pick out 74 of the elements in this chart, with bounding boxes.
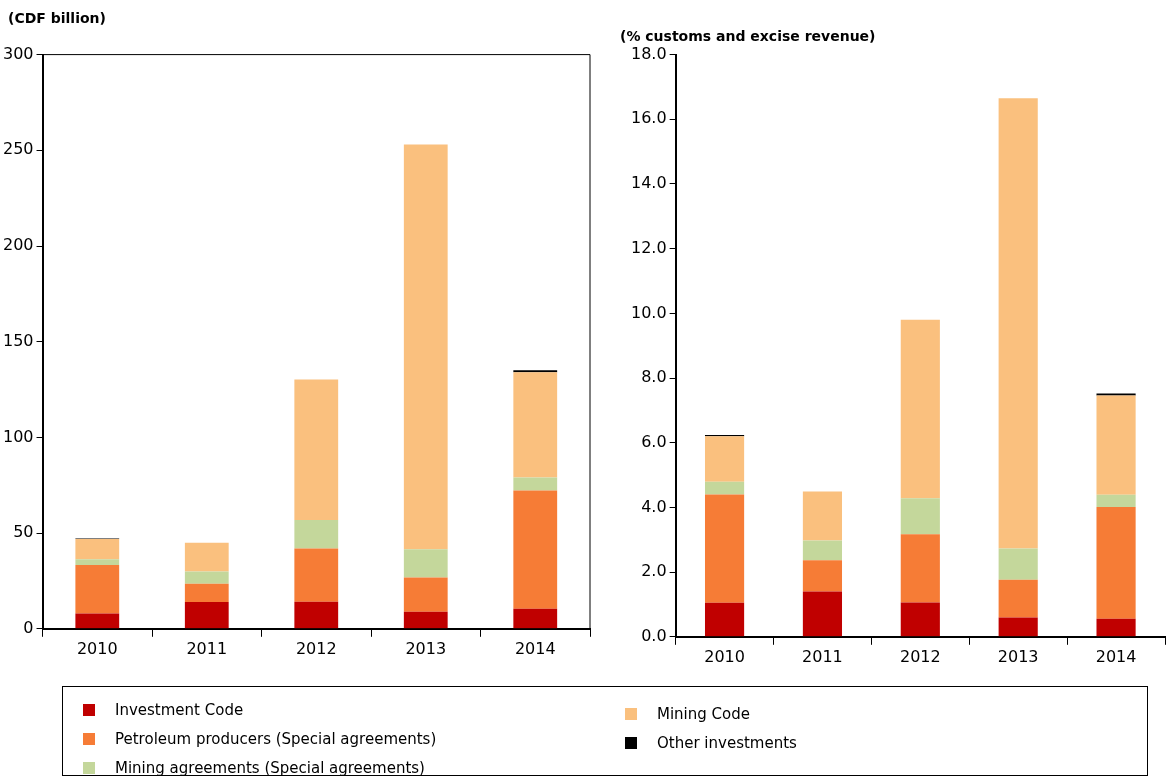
x-tick-label: 2014: [514, 638, 556, 658]
bar: [900, 602, 940, 637]
bar: [802, 560, 843, 592]
legend-label: Mining agreements (Special agreements): [115, 758, 425, 777]
y-tick-label: 200: [2, 235, 34, 255]
x-tick-label: 2011: [802, 646, 843, 666]
bar: [998, 579, 1038, 618]
y-tick-label: 8.0: [641, 367, 667, 387]
x-tick-label: 2010: [76, 638, 118, 658]
bar: [75, 559, 120, 566]
bar: [75, 613, 120, 629]
bar: [75, 539, 120, 560]
y-tick-label: 16.0: [631, 108, 667, 128]
bar: [802, 491, 843, 541]
y-tick-label: 0: [23, 617, 34, 637]
y-tick-label: 150: [2, 330, 34, 350]
bar: [900, 534, 940, 603]
bar: [1096, 395, 1136, 495]
bar: [998, 548, 1038, 580]
bar: [294, 520, 339, 549]
bar: [513, 372, 558, 478]
y-tick-label: 100: [2, 426, 34, 446]
y-tick-label: 18.0: [631, 43, 667, 63]
x-tick-label: 2011: [186, 638, 228, 658]
bar: [802, 591, 843, 637]
bar: [998, 98, 1038, 549]
bar: [184, 583, 229, 602]
bar: [75, 565, 120, 614]
x-tick-label: 2014: [1095, 646, 1137, 666]
y-tick-label: 50: [13, 522, 34, 542]
bar: [184, 602, 229, 629]
x-tick-label: 2013: [405, 638, 447, 658]
y-tick-label: 14.0: [631, 173, 667, 193]
legend-label: Other investments: [657, 733, 797, 752]
y-axis-title: (CDF billion): [8, 10, 106, 26]
y-tick-label: 250: [2, 139, 34, 159]
y-axis-title: (% customs and excise revenue): [620, 28, 876, 44]
y-tick-label: 6.0: [641, 431, 667, 451]
y-tick-label: 12.0: [631, 237, 667, 257]
bar: [513, 490, 558, 609]
x-tick-label: 2013: [997, 646, 1039, 666]
bar: [900, 319, 940, 499]
bar: [403, 549, 448, 578]
y-tick-label: 10.0: [631, 302, 667, 322]
bar: [704, 436, 745, 482]
bar: [802, 540, 843, 561]
x-tick-label: 2012: [295, 638, 337, 658]
y-tick-label: 2.0: [641, 561, 667, 581]
bar: [513, 477, 558, 491]
y-tick-label: 0.0: [641, 625, 667, 645]
legend-label: Investment Code: [115, 700, 244, 719]
bar: [184, 571, 229, 584]
bar: [184, 542, 229, 572]
bar: [1096, 618, 1136, 637]
bar: [403, 611, 448, 629]
y-tick-label: 300: [2, 43, 34, 63]
bar: [704, 602, 745, 637]
bar: [294, 548, 339, 602]
bar: [1096, 494, 1136, 508]
bar: [294, 379, 339, 521]
x-tick-label: 2010: [704, 646, 745, 666]
bar: [403, 577, 448, 612]
bar: [513, 608, 558, 629]
bar: [998, 617, 1038, 637]
y-tick-label: 4.0: [641, 496, 667, 516]
x-tick-label: 2012: [899, 646, 941, 666]
legend-label: Petroleum producers (Special agreements): [115, 729, 437, 748]
legend-label: Mining Code: [657, 704, 750, 723]
bar: [1096, 507, 1136, 619]
bar: [704, 481, 745, 495]
bar: [294, 601, 339, 629]
bar: [900, 498, 940, 535]
bar: [704, 494, 745, 603]
bar: [403, 144, 448, 550]
